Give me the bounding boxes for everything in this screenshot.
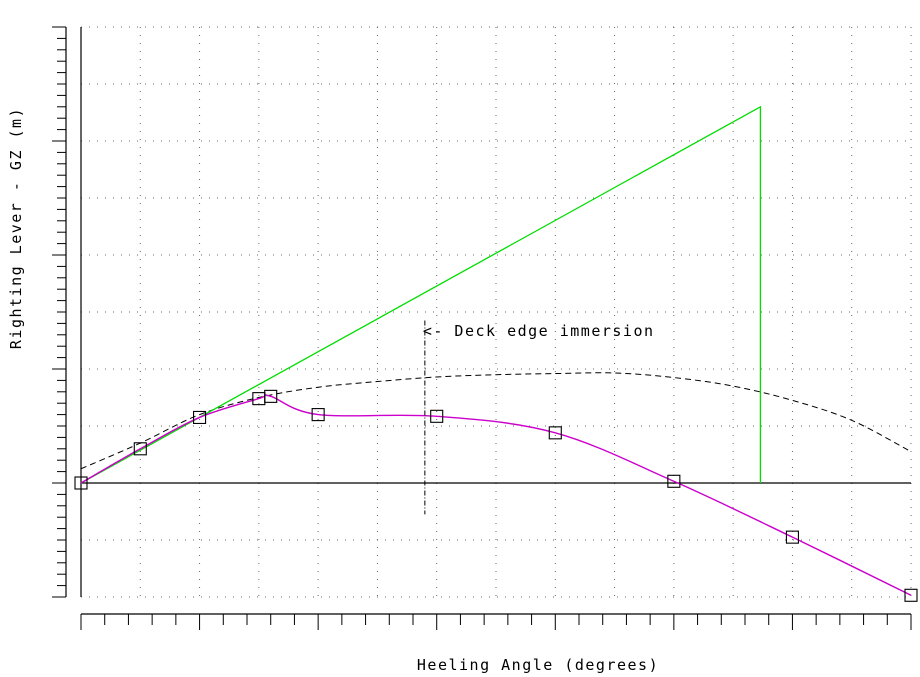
- series-layer: [80, 105, 912, 596]
- gz-data-marker: [133, 442, 147, 456]
- axis-layer: [52, 26, 912, 630]
- gz-curve-line: [80, 394, 912, 596]
- gz-data-marker: [667, 474, 681, 488]
- annotation-layer: <- Deck edge immersion: [423, 322, 655, 340]
- gz-data-marker: [785, 530, 799, 544]
- gz-data-marker: [264, 389, 278, 403]
- gz-data-marker: [904, 588, 918, 602]
- gz-data-marker: [311, 408, 325, 422]
- dashed-gz-curve: [80, 372, 912, 470]
- x-axis-title: Heeling Angle (degrees): [417, 656, 659, 674]
- marker-layer: [74, 389, 918, 602]
- gz-data-marker: [430, 409, 444, 423]
- gz-data-marker: [193, 410, 207, 425]
- deck-edge-annotation-label: <- Deck edge immersion: [423, 322, 655, 340]
- gz-data-marker: [74, 476, 88, 490]
- label-layer: Heeling Angle (degrees) Righting Lever -…: [7, 107, 659, 674]
- green-tangent-line: [80, 105, 762, 484]
- gz-data-marker: [548, 426, 562, 440]
- grid-layer: [81, 26, 912, 603]
- y-axis-title: Righting Lever - GZ (m): [7, 107, 25, 349]
